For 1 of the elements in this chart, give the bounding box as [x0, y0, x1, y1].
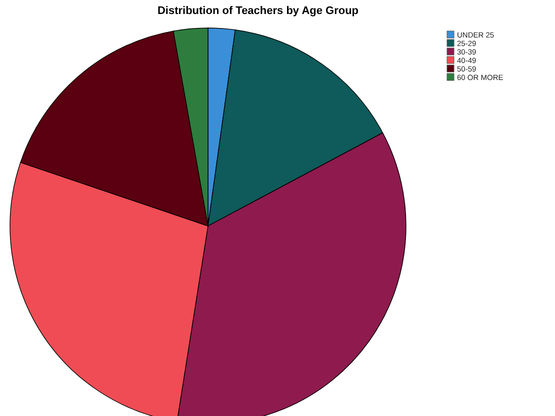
chart-title: Distribution of Teachers by Age Group	[157, 5, 359, 17]
